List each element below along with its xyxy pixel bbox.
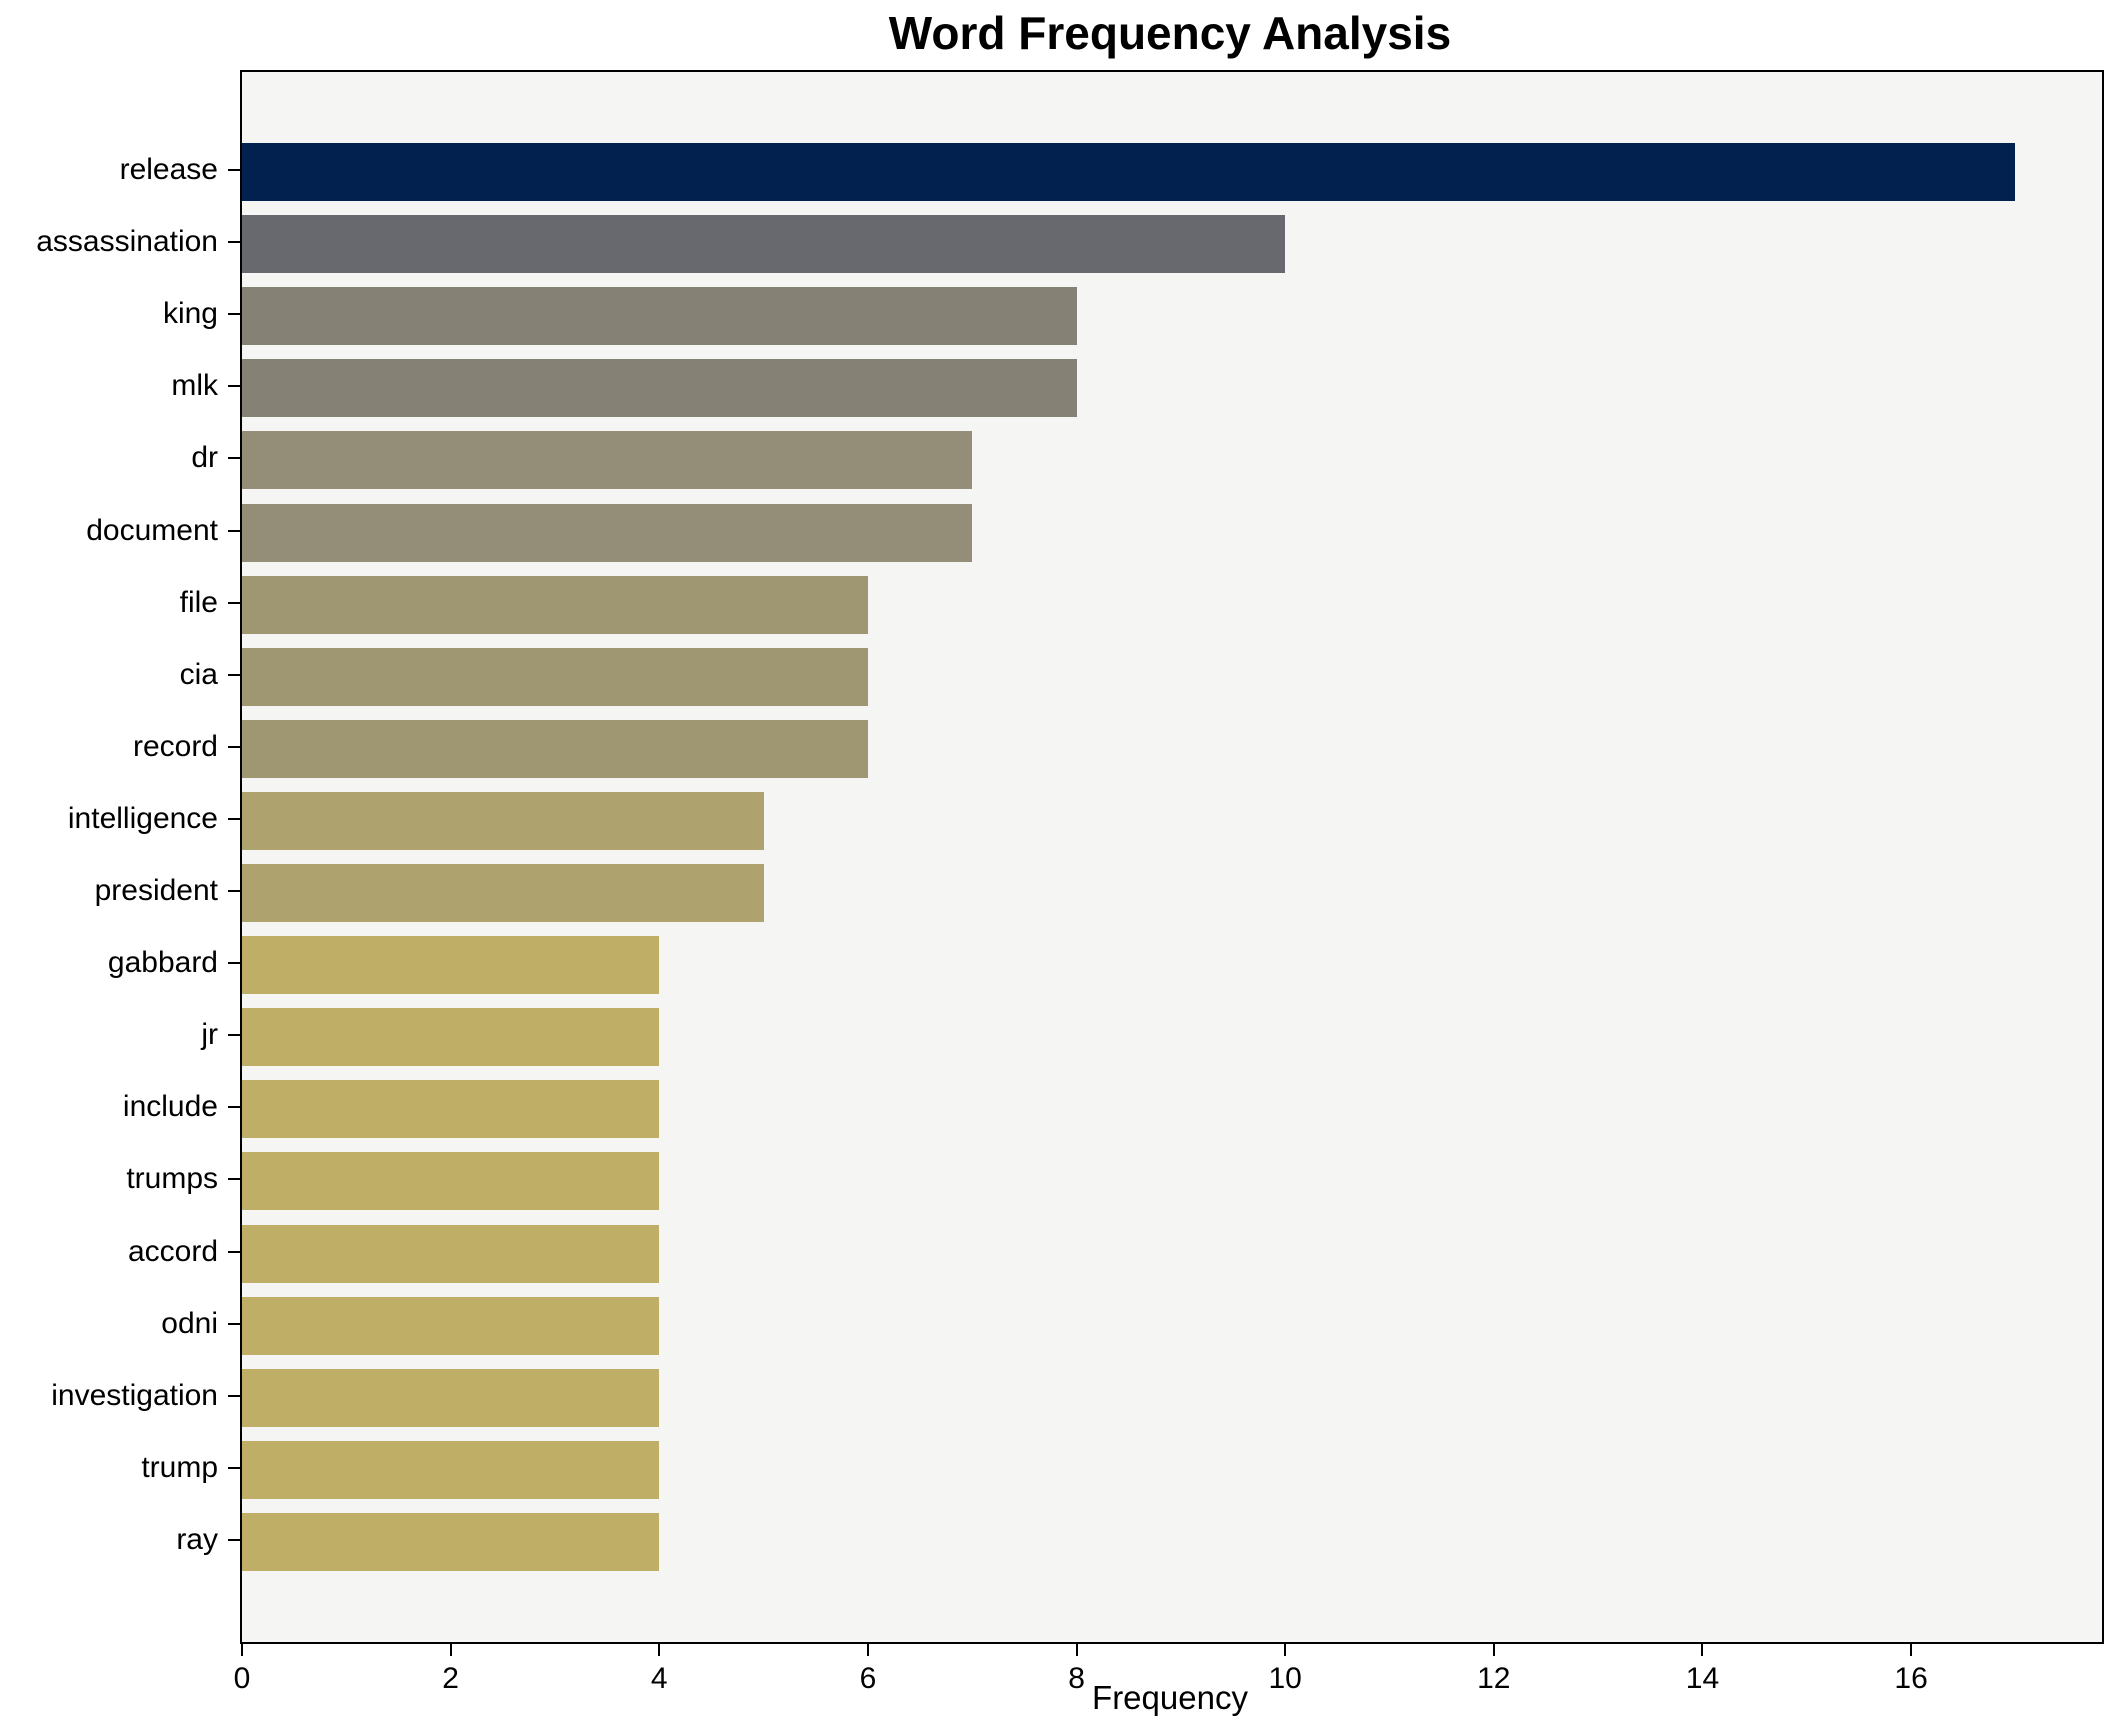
bar-file <box>242 575 868 634</box>
bar-release <box>242 143 2016 201</box>
y-tick-mark <box>228 1250 240 1253</box>
bar-odni <box>242 1296 660 1355</box>
x-tick-mark <box>1075 1644 1078 1656</box>
y-tick-mark <box>228 529 240 532</box>
y-tick-label-trump: trump <box>141 1450 218 1484</box>
bar-mlk <box>242 359 1077 418</box>
y-tick-mark <box>228 1466 240 1469</box>
y-tick-mark <box>228 241 240 244</box>
y-tick-label-trumps: trumps <box>126 1162 218 1196</box>
x-tick-mark <box>1701 1644 1704 1656</box>
y-tick-label-intelligence: intelligence <box>67 801 218 835</box>
x-tick-label-8: 8 <box>1068 1662 1085 1695</box>
y-tick-label-release: release <box>119 153 218 186</box>
y-tick-mark <box>228 673 240 676</box>
x-tick-mark <box>658 1644 661 1656</box>
x-tick-label-16: 16 <box>1894 1662 1928 1695</box>
plot-area <box>240 70 2104 1644</box>
bar-president <box>242 864 764 923</box>
y-tick-mark <box>228 1034 240 1037</box>
y-tick-label-record: record <box>132 729 218 763</box>
bar-document <box>242 503 973 562</box>
bar-trumps <box>242 1152 660 1211</box>
x-tick-label-10: 10 <box>1268 1662 1302 1695</box>
bar-dr <box>242 431 973 490</box>
x-tick-mark <box>241 1644 243 1656</box>
y-tick-label-include: include <box>122 1090 218 1124</box>
y-tick-mark <box>228 1322 240 1325</box>
y-tick-label-president: president <box>94 874 218 908</box>
bar-investigation <box>242 1368 660 1427</box>
bar-assassination <box>242 215 1286 274</box>
y-tick-mark <box>228 1539 240 1541</box>
y-tick-mark <box>228 169 240 171</box>
y-tick-mark <box>228 817 240 820</box>
y-tick-mark <box>228 385 240 388</box>
y-tick-label-gabbard: gabbard <box>107 946 218 980</box>
bar-king <box>242 287 1077 346</box>
y-tick-label-assassination: assassination <box>36 225 218 259</box>
y-tick-label-accord: accord <box>127 1234 218 1268</box>
y-tick-label-document: document <box>86 513 218 547</box>
y-tick-mark <box>228 601 240 604</box>
x-tick-label-12: 12 <box>1477 1662 1511 1695</box>
y-tick-mark <box>228 745 240 748</box>
x-tick-label-14: 14 <box>1685 1662 1720 1695</box>
x-tick-label-0: 0 <box>233 1662 251 1695</box>
bar-include <box>242 1080 660 1139</box>
x-tick-mark <box>1910 1644 1913 1656</box>
y-tick-label-ray: ray <box>176 1523 218 1556</box>
bar-ray <box>242 1513 660 1571</box>
y-tick-label-dr: dr <box>191 441 218 475</box>
y-tick-label-mlk: mlk <box>171 369 218 403</box>
y-tick-mark <box>228 1178 240 1181</box>
y-tick-mark <box>228 1394 240 1397</box>
bar-intelligence <box>242 791 764 850</box>
x-axis-label: Frequency <box>1092 1679 1248 1716</box>
x-tick-label-4: 4 <box>650 1662 668 1695</box>
bar-jr <box>242 1008 660 1067</box>
y-tick-label-jr: jr <box>201 1018 218 1052</box>
y-tick-mark <box>228 313 240 316</box>
y-tick-label-odni: odni <box>161 1306 218 1340</box>
y-tick-mark <box>228 1106 240 1109</box>
bar-gabbard <box>242 936 660 995</box>
y-tick-label-king: king <box>162 297 218 331</box>
x-tick-mark <box>1284 1644 1287 1656</box>
y-tick-mark <box>228 457 240 460</box>
bar-accord <box>242 1224 660 1283</box>
y-tick-label-cia: cia <box>179 657 218 691</box>
chart-title: Word Frequency Analysis <box>888 7 1452 59</box>
y-tick-label-file: file <box>179 585 218 619</box>
bar-record <box>242 719 868 778</box>
x-tick-label-6: 6 <box>859 1662 877 1695</box>
x-tick-mark <box>1492 1644 1495 1656</box>
x-tick-mark <box>449 1644 452 1656</box>
x-tick-mark <box>866 1644 869 1656</box>
bar-cia <box>242 647 868 706</box>
y-tick-mark <box>228 962 240 965</box>
y-tick-label-investigation: investigation <box>51 1378 218 1412</box>
y-tick-mark <box>228 890 240 893</box>
x-tick-label-2: 2 <box>442 1662 459 1695</box>
bar-trump <box>242 1440 660 1499</box>
